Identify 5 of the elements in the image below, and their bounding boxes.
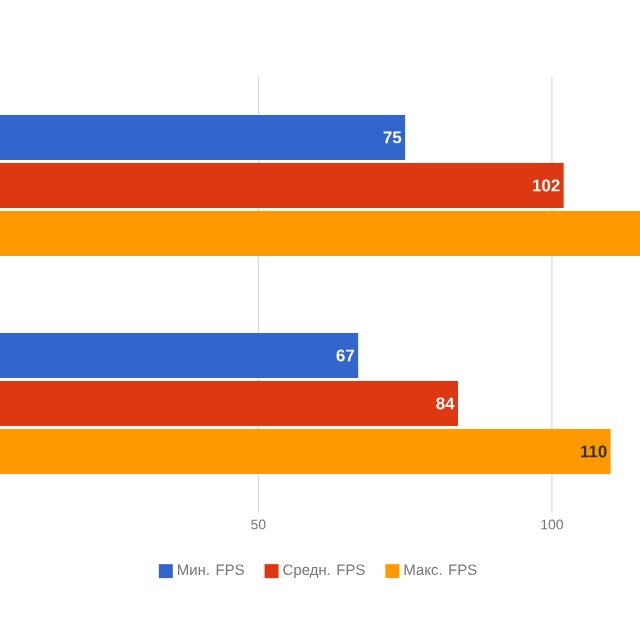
data-label: 75 <box>383 131 402 144</box>
data-label: 110 <box>580 445 607 458</box>
data-label: 67 <box>336 349 355 362</box>
data-label: 84 <box>436 397 455 410</box>
data-label: 102 <box>533 179 560 192</box>
